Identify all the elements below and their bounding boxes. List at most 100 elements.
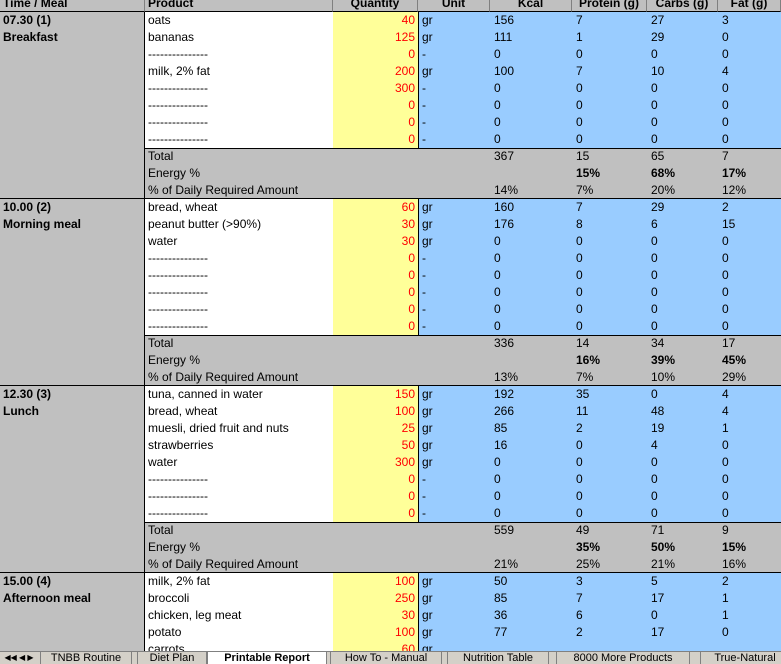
kcal: 85	[490, 420, 572, 437]
product: milk, 2% fat	[145, 63, 333, 80]
protein: 0	[572, 454, 647, 471]
product: ---------------	[145, 46, 333, 63]
sheet-tab[interactable]: How To - Manual	[330, 652, 442, 664]
quantity: 0	[333, 284, 418, 301]
unit: -	[418, 46, 490, 63]
protein: 0	[572, 233, 647, 250]
fat: 0	[718, 301, 781, 318]
meal-time-bg	[0, 573, 145, 651]
meal-name: Afternoon meal	[3, 591, 92, 605]
summary-protein: 7%	[576, 183, 594, 197]
carbs: 17	[647, 624, 718, 641]
quantity: 25	[333, 420, 418, 437]
quantity: 0	[333, 250, 418, 267]
product: ---------------	[145, 97, 333, 114]
protein: 6	[572, 607, 647, 624]
carbs: 0	[647, 233, 718, 250]
kcal: 0	[490, 267, 572, 284]
kcal: 16	[490, 437, 572, 454]
summary-label: % of Daily Required Amount	[148, 183, 299, 197]
unit: gr	[418, 641, 490, 651]
product: ---------------	[145, 505, 333, 522]
fat: 0	[718, 505, 781, 522]
sheet-tab[interactable]: 8000 More Products	[556, 652, 690, 664]
kcal: 0	[490, 131, 572, 148]
fat: 0	[718, 80, 781, 97]
summary-protein: 49	[576, 523, 590, 537]
fat: 0	[718, 114, 781, 131]
protein: 0	[572, 267, 647, 284]
protein	[572, 641, 647, 651]
sheet-tab[interactable]: TNBB Routine	[40, 652, 132, 664]
quantity: 0	[333, 471, 418, 488]
sheet-tab[interactable]: Printable Report	[207, 652, 327, 664]
summary-bg	[145, 148, 781, 165]
product: bananas	[145, 29, 333, 46]
sheet-tab[interactable]: Diet Plan	[137, 652, 207, 664]
protein: 35	[572, 386, 647, 403]
protein: 0	[572, 97, 647, 114]
meal-time-bg	[0, 386, 145, 573]
header-cell: Fat (g)	[718, 0, 781, 12]
sheet-tab[interactable]: Nutrition Table	[447, 652, 549, 664]
summary-kcal: 14%	[494, 183, 519, 197]
quantity: 0	[333, 267, 418, 284]
kcal: 0	[490, 46, 572, 63]
kcal: 77	[490, 624, 572, 641]
summary-fat: 17	[722, 336, 736, 350]
kcal: 0	[490, 114, 572, 131]
summary-kcal: 559	[494, 523, 515, 537]
kcal: 0	[490, 471, 572, 488]
unit: gr	[418, 454, 490, 471]
unit: -	[418, 97, 490, 114]
kcal: 160	[490, 199, 572, 216]
unit: -	[418, 488, 490, 505]
kcal: 192	[490, 386, 572, 403]
kcal	[490, 641, 572, 651]
kcal: 100	[490, 63, 572, 80]
protein: 0	[572, 80, 647, 97]
kcal: 50	[490, 573, 572, 590]
unit: -	[418, 284, 490, 301]
kcal: 0	[490, 233, 572, 250]
summary-carbs: 71	[651, 523, 665, 537]
unit: gr	[418, 573, 490, 590]
kcal: 0	[490, 284, 572, 301]
kcal: 266	[490, 403, 572, 420]
quantity: 0	[333, 505, 418, 522]
unit: gr	[418, 437, 490, 454]
tab-nav[interactable]: ◀◀ ◀ ▶ ▶▶	[4, 653, 34, 662]
carbs: 0	[647, 114, 718, 131]
fat: 0	[718, 29, 781, 46]
summary-carbs: 39%	[651, 353, 676, 367]
summary-bg	[145, 539, 781, 556]
carbs: 29	[647, 29, 718, 46]
kcal: 0	[490, 250, 572, 267]
carbs: 0	[647, 318, 718, 335]
product: water	[145, 233, 333, 250]
protein: 8	[572, 216, 647, 233]
summary-fat: 7	[722, 149, 729, 163]
sheet-tabs: ◀◀ ◀ ▶ ▶▶ TNBB Routine Diet PlanPrintable…	[0, 651, 781, 664]
meal-name: Lunch	[3, 404, 39, 418]
unit: gr	[418, 386, 490, 403]
meal-time: 10.00 (2)	[3, 200, 52, 214]
quantity: 300	[333, 454, 418, 471]
carbs: 0	[647, 131, 718, 148]
product: peanut butter (>90%)	[145, 216, 333, 233]
summary-carbs: 21%	[651, 557, 676, 571]
product: oats	[145, 12, 333, 29]
unit: gr	[418, 607, 490, 624]
fat: 4	[718, 386, 781, 403]
unit: gr	[418, 590, 490, 607]
kcal: 156	[490, 12, 572, 29]
product: milk, 2% fat	[145, 573, 333, 590]
unit: gr	[418, 216, 490, 233]
fat: 0	[718, 471, 781, 488]
protein: 0	[572, 114, 647, 131]
carbs: 19	[647, 420, 718, 437]
product: strawberries	[145, 437, 333, 454]
meal-time: 12.30 (3)	[3, 387, 52, 401]
sheet-tab[interactable]: True-Natural	[700, 652, 781, 664]
product: muesli, dried fruit and nuts	[145, 420, 333, 437]
